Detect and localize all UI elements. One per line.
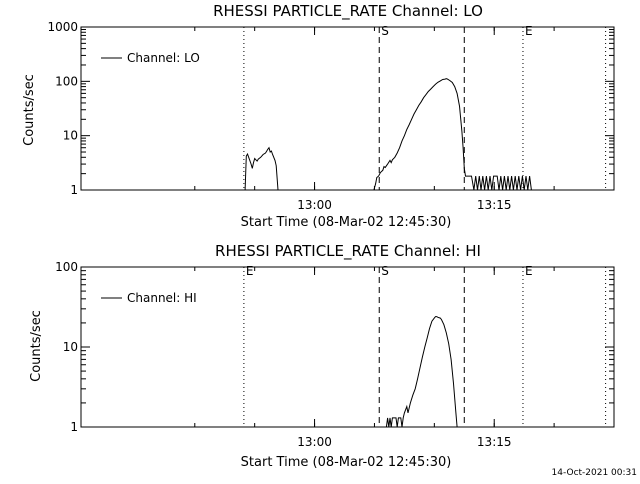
legend-label-1: Channel: LO [127,51,200,65]
y-tick-label: 100 [55,260,78,274]
x-tick-label: 13:00 [297,435,332,449]
y-tick-label: 10 [63,129,78,143]
series-line-2-0 [385,316,458,428]
marker-label: E [525,24,533,38]
marker-label: S [381,264,389,278]
marker-label: E [246,264,254,278]
series-line-1-1 [373,78,532,191]
y-tick-label: 1 [70,420,78,434]
marker-label: S [381,24,389,38]
chart-title-2: RHESSI PARTICLE_RATE Channel: HI [215,242,481,261]
y-tick-label: 1 [70,183,78,197]
legend-label-2: Channel: HI [127,291,197,305]
x-tick-label: 13:00 [297,198,332,212]
y-axis-label-1: Counts/sec [22,74,37,146]
chart-title-1: RHESSI PARTICLE_RATE Channel: LO [213,2,483,21]
x-tick-label: 13:15 [477,435,512,449]
plot-frame-1 [80,26,615,191]
marker-label: E [525,264,533,278]
x-tick-label: 13:15 [477,198,512,212]
y-tick-label: 100 [55,74,78,88]
x-axis-label-1: Start Time (08-Mar-02 12:45:30) [241,215,452,230]
y-tick-label: 1000 [47,20,78,34]
footer-timestamp: 14-Oct-2021 00:31 [552,468,637,478]
series-line-1-0 [244,146,279,191]
y-tick-label: 10 [63,340,78,354]
x-axis-label-2: Start Time (08-Mar-02 12:45:30) [241,455,452,470]
y-axis-label-2: Counts/sec [29,310,44,382]
